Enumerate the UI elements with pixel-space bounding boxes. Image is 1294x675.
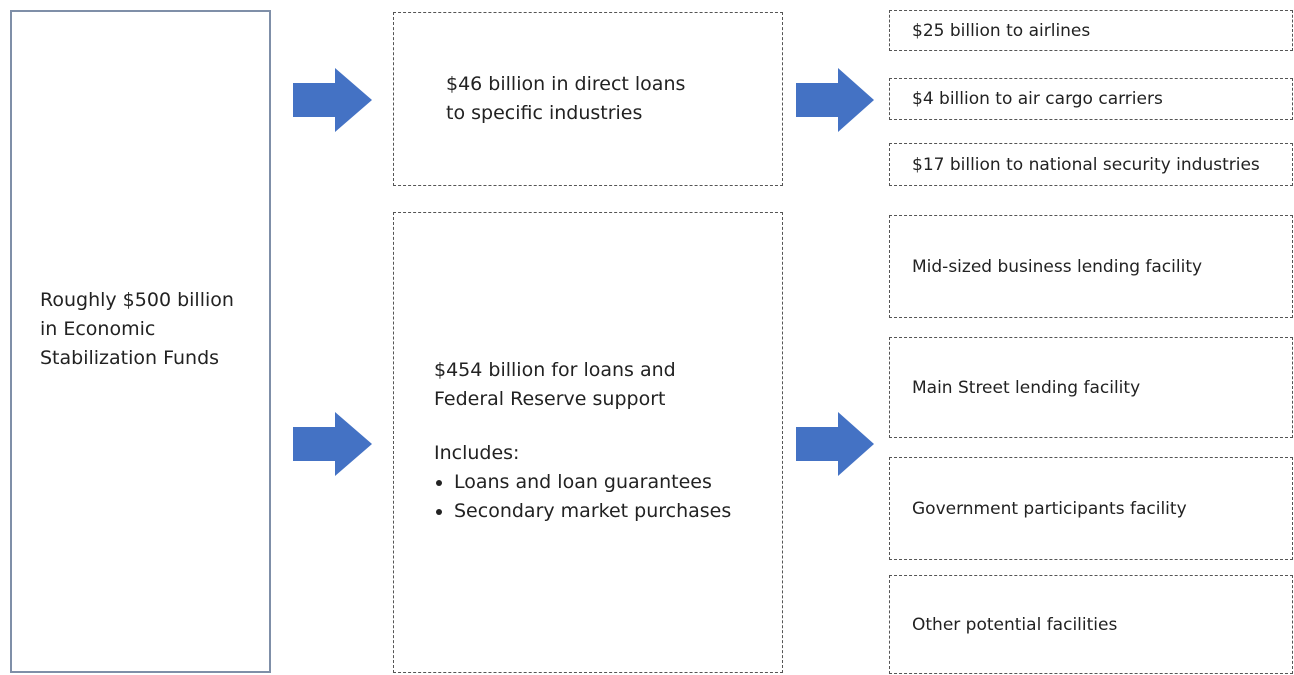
item-text: $17 billion to national security industr… — [912, 154, 1260, 175]
text-line: $46 billion in direct loans — [446, 73, 686, 95]
middle-text: $454 billion for loans and Federal Reser… — [434, 356, 731, 526]
item-text: Main Street lending facility — [912, 377, 1141, 398]
arrow — [293, 68, 372, 132]
item-box: $17 billion to national security industr… — [889, 143, 1293, 186]
arrow — [796, 68, 874, 132]
item-text: Government participants facility — [912, 498, 1187, 519]
source-text: Roughly $500 billion in Economic Stabili… — [40, 286, 234, 373]
bullet: Secondary market purchases — [454, 497, 731, 526]
item-box: Government participants facility — [889, 457, 1293, 560]
item-box: Mid-sized business lending facility — [889, 215, 1293, 318]
text-line: $454 billion for loans and — [434, 359, 676, 381]
text-line: Roughly $500 billion — [40, 289, 234, 311]
middle-text: $46 billion in direct loans to specific … — [446, 70, 685, 128]
bullet-list: Loans and loan guarantees Secondary mark… — [434, 468, 731, 526]
item-box: $4 billion to air cargo carriers — [889, 78, 1293, 120]
item-text: $4 billion to air cargo carriers — [912, 89, 1163, 109]
item-box: Main Street lending facility — [889, 337, 1293, 438]
text-line: in Economic — [40, 318, 156, 340]
middle-box: $454 billion for loans and Federal Reser… — [393, 212, 783, 673]
arrow — [796, 412, 874, 476]
bullet: Loans and loan guarantees — [454, 468, 731, 497]
item-text: Mid-sized business lending facility — [912, 256, 1203, 277]
arrow — [293, 412, 372, 476]
text-line: to specific industries — [446, 102, 643, 124]
item-box: $25 billion to airlines — [889, 10, 1293, 51]
middle-box: $46 billion in direct loans to specific … — [393, 12, 783, 186]
item-box: Other potential facilities — [889, 575, 1293, 674]
item-text: $25 billion to airlines — [912, 20, 1091, 41]
includes-label: Includes: — [434, 442, 520, 464]
source-box: Roughly $500 billion in Economic Stabili… — [10, 10, 271, 673]
item-text: Other potential facilities — [912, 614, 1118, 635]
text-line: Federal Reserve support — [434, 388, 666, 410]
text-line: Stabilization Funds — [40, 347, 220, 369]
